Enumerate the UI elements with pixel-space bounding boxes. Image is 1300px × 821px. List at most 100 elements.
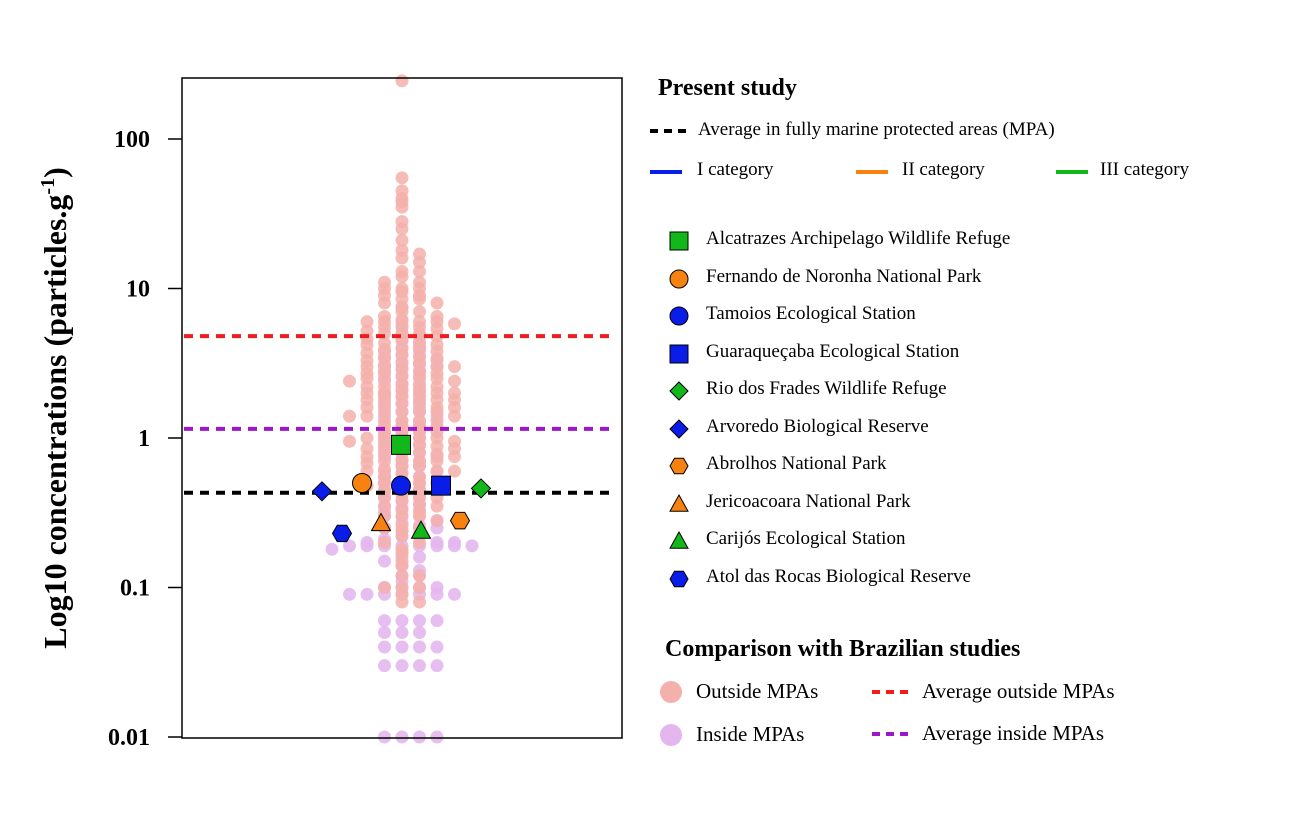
outside-mpa-point-8 [395,233,409,247]
legend-site-symbol-3 [669,344,689,363]
inside-mpa-point-126 [343,587,356,601]
outside-mpa-point-189 [395,559,409,573]
outside-mpa-point-81 [343,374,356,388]
legend-site-label-2: Tamoios Ecological Station [706,303,916,324]
legend-cat-I-label: I category [697,159,774,180]
legend-site-marker-8 [669,530,689,549]
legend-cat-I-swatch [650,170,682,174]
outside-mpa-point-25 [413,292,426,306]
legend-site-label-6: Abrolhos National Park [706,453,887,474]
legend-site-symbol-5 [669,418,689,439]
study-marker-0 [391,434,411,455]
legend-site-marker-6 [669,457,689,475]
legend-site-symbol-9 [669,570,689,587]
legend-site-symbol-7 [669,493,689,512]
inside-mpa-point-124 [360,587,374,601]
legend-avg-outside-label: Average outside MPAs [922,679,1115,703]
inside-mpa-point-135 [413,640,426,654]
legend-site-label-8: Carijós Ecological Station [706,528,906,549]
inside-mpa-point-133 [378,626,391,640]
y-tick-label-0: 0.01 [108,725,150,751]
outside-mpa-point-0 [395,74,409,88]
outside-mpa-point-30 [413,305,426,319]
inside-mpa-point-145 [430,730,444,744]
legend-site-symbol-6 [669,457,689,475]
inside-mpa-point-138 [395,659,409,673]
outside-mpa-point-153 [448,464,461,478]
outside-mpa-point-107 [378,405,391,419]
outside-mpa-point-27 [430,296,444,310]
inside-mpa-point-130 [430,614,444,628]
outside-mpa-point-169 [395,494,409,508]
legend-site-symbol-1 [669,269,689,288]
y-tick-label-2: 1 [138,426,150,452]
legend-site-symbol-4 [669,381,689,401]
inside-mpa-point-105 [465,539,479,553]
inside-mpa-point-140 [378,659,391,673]
inside-mpa-point-134 [395,640,409,654]
outside-mpa-point-38 [448,317,461,331]
legend-cat-II-label: II category [902,159,985,180]
legend-comparison-title: Comparison with Brazilian studies [665,636,1021,662]
legend-outside-swatch [660,681,682,703]
outside-mpa-point-108 [430,405,444,419]
legend-inside-swatch [660,724,682,746]
y-axis-label: Log10 concentrations (particles.g-1) [37,167,73,648]
inside-mpa-point-102 [360,539,374,553]
legend-site-marker-2 [669,306,689,326]
outside-mpa-points [343,74,461,609]
study-marker-2 [391,475,411,496]
legend-site-symbol-2 [669,306,689,326]
inside-mpa-point-103 [448,539,461,553]
outside-mpa-point-1 [395,171,409,185]
outside-mpa-point-110 [448,409,461,423]
outside-mpa-point-11 [395,251,409,265]
legend-avg-inside-swatch [872,732,912,736]
outside-mpa-point-12 [413,255,426,269]
outside-mpa-point-149 [413,459,426,473]
outside-mpa-point-14 [413,264,426,278]
legend-avg-mpa-label: Average in fully marine protected areas … [698,119,1055,140]
outside-mpa-point-111 [343,409,356,423]
y-tick-label-3: 10 [126,277,150,303]
outside-mpa-point-26 [378,296,391,310]
outside-mpa-point-184 [413,535,426,549]
outside-mpa-point-15 [395,270,409,284]
study-marker-7 [370,512,392,532]
outside-mpa-point-5 [395,200,409,214]
outside-mpa-point-194 [378,581,391,594]
outside-mpa-point-109 [360,409,374,423]
outside-mpa-point-183 [395,529,409,543]
outside-mpa-point-37 [360,315,374,329]
outside-mpa-point-190 [395,569,409,583]
legend-cat-III-label: III category [1100,159,1190,180]
study-marker-9 [331,524,353,543]
inside-mpa-point-125 [448,587,461,601]
legend-site-marker-9 [669,570,689,587]
inside-mpa-point-142 [395,730,409,744]
legend-avg-outside-swatch [872,690,912,694]
legend-cat-II-swatch [856,170,888,174]
legend-cat-III-swatch [1056,170,1088,174]
legend-site-label-0: Alcatrazes Archipelago Wildlife Refuge [706,228,1011,249]
study-marker-3 [431,475,451,496]
inside-mpa-point-132 [413,626,426,640]
inside-mpa-point-131 [395,626,409,640]
inside-mpa-point-109 [413,550,426,564]
outside-mpa-point-197 [413,595,426,609]
plot-frame [181,77,623,739]
outside-mpa-point-146 [430,454,444,468]
outside-mpa-point-80 [448,374,461,388]
y-axis-label-superscript: -1 [37,178,59,195]
legend-site-marker-5 [669,418,689,439]
legend-site-label-3: Guaraqueçaba Ecological Station [706,340,960,362]
legend-site-symbol-0 [669,231,689,251]
present-study-markers [311,434,492,543]
outside-mpa-point-106 [413,405,426,419]
inside-mpa-point-141 [430,659,444,673]
inside-mpa-point-127 [395,614,409,628]
study-marker-5 [311,481,333,502]
inside-mpa-point-101 [430,539,444,553]
outside-mpa-point-172 [430,499,444,513]
